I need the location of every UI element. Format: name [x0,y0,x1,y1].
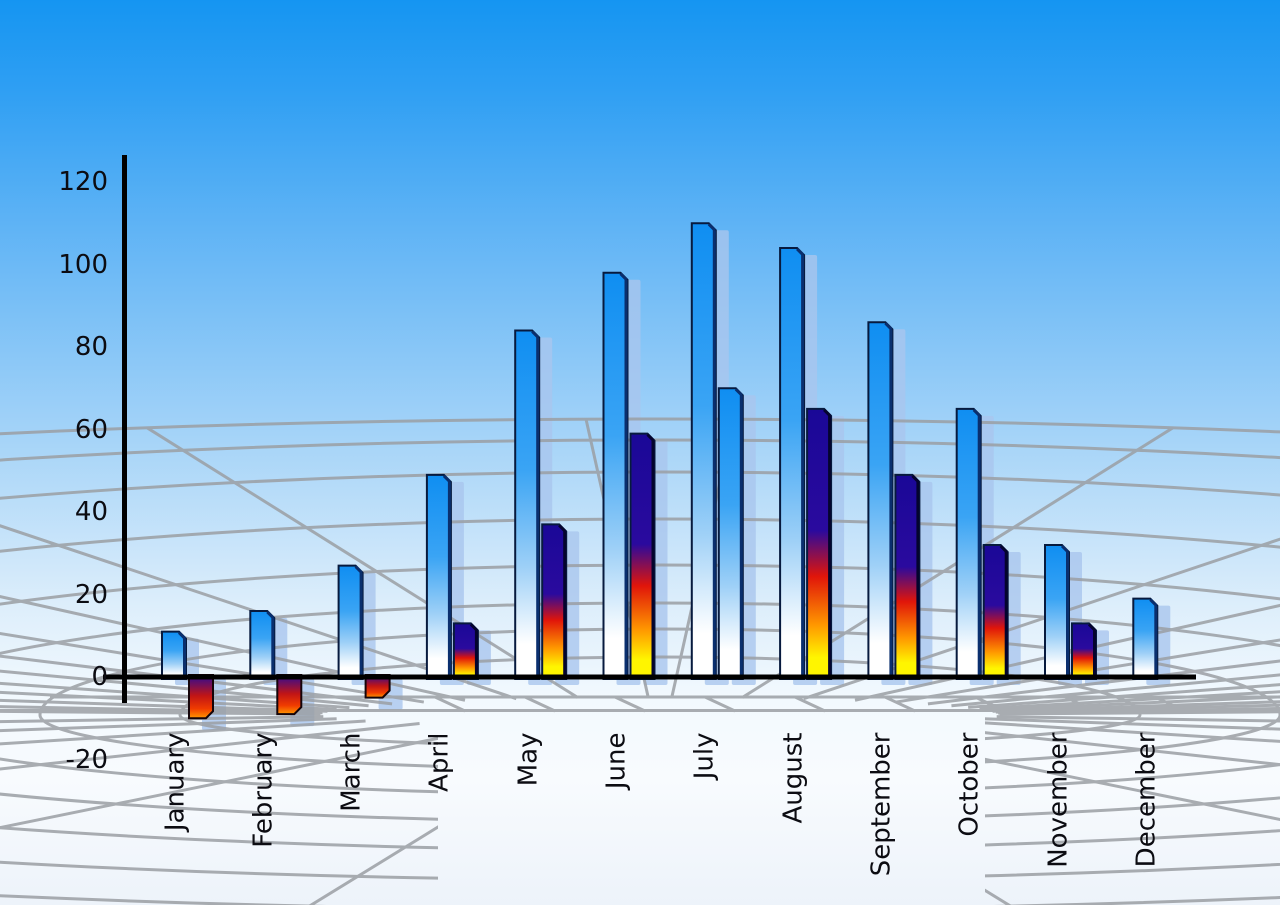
month-label-february: February [248,732,279,848]
month-label-october: October [954,732,985,837]
axes [103,155,1196,703]
bar [867,321,894,680]
month-label-november: November [1043,732,1073,868]
y-tick-label: 120 [58,167,108,197]
month-label-june: June [601,732,632,789]
month-label-september: September [866,732,897,876]
x-axis-zero-line [103,674,1196,680]
bar [982,544,1009,680]
y-tick-label: 80 [74,332,108,362]
bars [161,222,1159,720]
bar [161,630,187,680]
bar [514,329,541,680]
y-axis-line [122,155,127,703]
y-tick-label: 60 [74,414,108,445]
bar [249,610,276,680]
y-tick-label: 100 [58,249,108,280]
bar [1071,622,1097,680]
bar [1132,597,1159,680]
bar [602,271,629,680]
y-tick-label: 0 [91,662,108,692]
month-label-august: August [778,732,809,823]
bar [541,523,568,680]
bar [955,407,982,680]
bar-negative [276,674,303,716]
month-label-may: May [513,732,544,786]
bar [717,387,744,680]
bar [806,407,833,680]
y-tick-label: -20 [65,744,108,775]
bar [1044,544,1070,680]
bar [629,432,656,680]
bar-negative [188,674,214,720]
month-label-april: April [424,732,455,792]
y-tick-label: 20 [74,579,108,610]
bar [894,473,921,680]
bar [452,622,479,680]
bar [779,247,806,680]
month-label-march: March [336,732,367,812]
month-label-july: July [689,732,720,779]
month-label-december: December [1131,732,1162,867]
y-tick-label: 40 [74,497,108,527]
bar [337,564,364,680]
month-label-january: January [160,732,190,831]
bar [690,222,717,680]
bar [425,473,452,680]
